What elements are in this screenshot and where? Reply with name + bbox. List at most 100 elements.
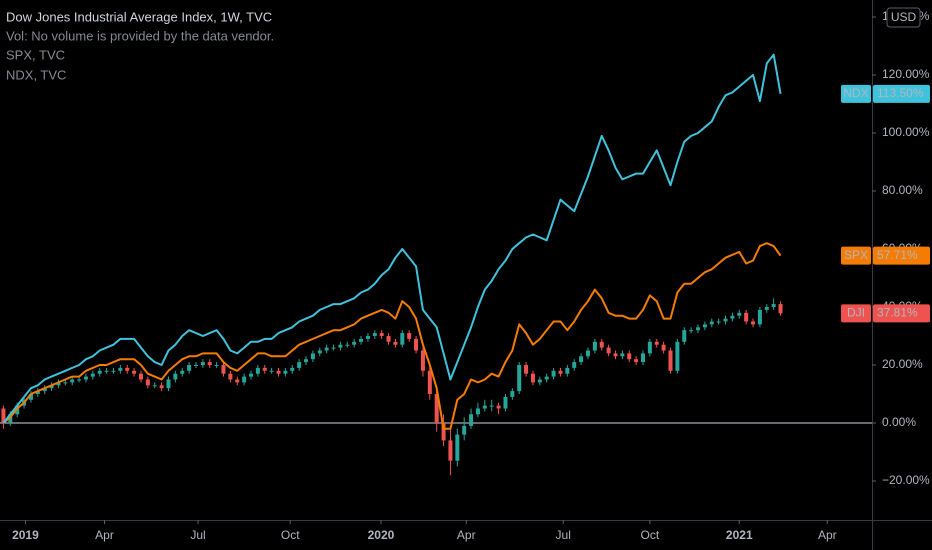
candle-body — [138, 373, 143, 380]
candle-body — [489, 405, 494, 407]
x-tick-label: Oct — [281, 528, 300, 542]
x-tick-label: 2021 — [726, 528, 753, 542]
candle-body — [524, 364, 529, 374]
x-tick-label: Apr — [457, 528, 476, 542]
currency-box[interactable] — [886, 7, 921, 28]
candle-body — [551, 370, 556, 377]
candle-body — [496, 405, 501, 409]
candle-body — [310, 353, 315, 360]
candle-body — [276, 370, 281, 374]
series-line — [2, 242, 782, 430]
candle-body — [475, 408, 480, 415]
candle-body — [104, 370, 109, 372]
candle-body — [510, 391, 515, 397]
legend-line: SPX, TVC — [6, 47, 65, 62]
candle-body — [42, 388, 47, 392]
candle-body — [63, 382, 68, 384]
candle-body — [159, 385, 164, 389]
candle-body — [778, 304, 783, 314]
tag-name: SPX — [844, 248, 868, 262]
candle-body — [111, 370, 116, 372]
legend-line: NDX, TVC — [6, 67, 66, 82]
candle-body — [352, 341, 357, 345]
candle-body — [324, 347, 329, 351]
candle-body — [503, 396, 508, 409]
candle-body — [469, 414, 474, 426]
candle-body — [393, 341, 398, 345]
candle-body — [338, 344, 343, 348]
candle-body — [331, 347, 336, 349]
candle-body — [228, 373, 233, 380]
candle-body — [682, 330, 687, 342]
candle-body — [572, 362, 577, 368]
candle-body — [462, 425, 467, 435]
candle-body — [661, 344, 666, 351]
x-tick-label: Oct — [641, 528, 660, 542]
candle-body — [771, 304, 776, 307]
tag-name: DJI — [847, 306, 865, 320]
candle-body — [565, 367, 570, 374]
candle-body — [187, 364, 192, 371]
candle-body — [317, 350, 322, 354]
candle-body — [455, 434, 460, 461]
tag-name: NDX — [843, 86, 868, 100]
candle-body — [152, 385, 157, 387]
candle-body — [1, 408, 6, 423]
candle-body — [365, 335, 370, 339]
candle-body — [696, 327, 701, 331]
candle-body — [35, 391, 40, 394]
candle-body — [634, 359, 639, 363]
candle-body — [640, 353, 645, 363]
candle-body — [606, 347, 611, 354]
currency-label[interactable]: USD — [891, 10, 917, 24]
candle-body — [764, 306, 769, 310]
candle-body — [28, 393, 33, 400]
candle-body — [242, 376, 247, 383]
tag-value-box — [873, 304, 930, 323]
candle-body — [737, 312, 742, 316]
candle-body — [221, 364, 226, 374]
candle-body — [530, 373, 535, 383]
chart-title: Dow Jones Industrial Average Index, 1W, … — [6, 9, 272, 24]
tag-name-box — [841, 246, 871, 265]
candle-body — [262, 367, 267, 371]
x-tick-label: Jul — [556, 528, 571, 542]
candle-body — [400, 333, 405, 345]
candle-body — [441, 422, 446, 441]
candle-body — [434, 393, 439, 423]
candle-body — [83, 376, 88, 380]
candle-body — [90, 373, 95, 377]
candle-body — [118, 367, 123, 371]
candle-body — [407, 333, 412, 339]
candle-body — [359, 338, 364, 342]
candle-body — [8, 414, 13, 423]
candle-body — [283, 370, 288, 374]
x-tick-label: Apr — [818, 528, 837, 542]
candle-body — [668, 350, 673, 371]
tag-value: 113.50% — [877, 86, 924, 100]
candle-body — [592, 341, 597, 351]
tag-value-box — [873, 246, 930, 265]
x-tick-label: 2019 — [12, 528, 39, 542]
candle-body — [537, 379, 542, 383]
axes: 140.00%120.00%100.00%80.00%60.00%40.00%2… — [12, 9, 930, 542]
candle-body — [675, 341, 680, 371]
candle-body — [214, 364, 219, 366]
candle-body — [70, 379, 75, 383]
candle-body — [372, 333, 377, 336]
candle-body — [145, 379, 150, 386]
candle-body — [482, 405, 487, 409]
candle-body — [689, 330, 694, 332]
candle-body — [290, 367, 295, 371]
candle-body — [620, 353, 625, 357]
candle-body — [386, 335, 391, 342]
candle-body — [207, 362, 212, 365]
candle-body — [730, 315, 735, 319]
candle-body — [235, 379, 240, 383]
candle-body — [709, 321, 714, 325]
candle-body — [132, 370, 137, 374]
candle-body — [627, 353, 632, 360]
candle-body — [77, 379, 82, 381]
